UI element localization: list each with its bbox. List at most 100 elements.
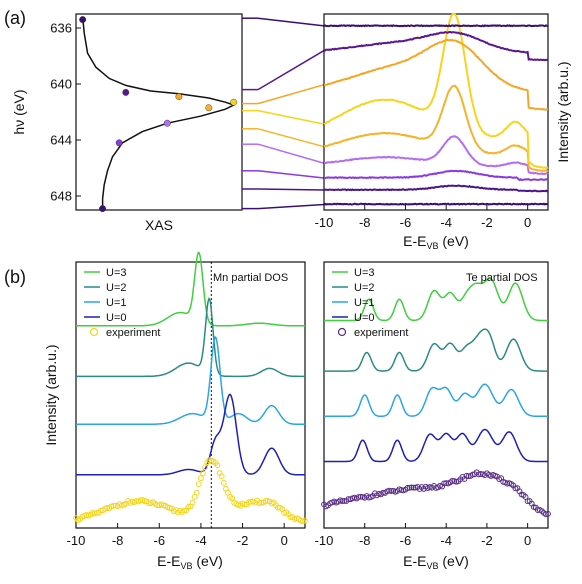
te-exp-point-41 xyxy=(404,484,411,491)
te-legend-marker-4 xyxy=(337,327,347,337)
resonant-panel: -10 -8 -6 -4 -2 0 E-EVB (eV) Intensity (arb.u… xyxy=(315,12,571,251)
mn-legend-label-3: U=0 xyxy=(106,312,127,324)
resonant-x-axis-title: E-EVB (eV) xyxy=(403,233,469,251)
res-xtick-label-5: 0 xyxy=(524,215,531,230)
mn-exp-point-45 xyxy=(166,505,173,511)
mn-exp-point-68 xyxy=(214,462,221,469)
mn-legend-label-1: U=2 xyxy=(106,282,127,294)
xas-marker-0 xyxy=(79,16,87,23)
te-x-axis-title: E-EVB (eV) xyxy=(403,553,469,571)
xas-marker-6 xyxy=(115,139,123,147)
panel-label-b: (b) xyxy=(4,267,26,287)
connector-line-3 xyxy=(257,143,325,164)
te-curve-1 xyxy=(324,328,548,372)
xas-y-ticks: 636 640 644 648 xyxy=(50,21,81,204)
mn-legend-marker-4 xyxy=(89,327,99,337)
te-legend: U=3 U=2 U=1 U=0 experiment xyxy=(332,267,408,339)
te-dos-panel: -10 -8 -6 -4 -2 0 U=3 U=2 U=1 U=0 experiment Te p… xyxy=(315,261,551,571)
mn-xlabel-unit: (eV) xyxy=(193,553,223,569)
te-curve-3 xyxy=(324,428,548,463)
connector-line-7 xyxy=(257,49,325,91)
te-exp-point-44 xyxy=(410,484,417,491)
resonant-xlabel-unit: (eV) xyxy=(439,233,469,249)
mn-exp-point-60 xyxy=(198,475,204,482)
resonant-spectrum-4 xyxy=(323,84,549,173)
mn-exp-point-56 xyxy=(189,499,196,506)
mn-exp-point-62 xyxy=(202,464,208,471)
xas-ytick-label-2: 644 xyxy=(50,133,72,148)
te-exp-point-63 xyxy=(449,477,456,484)
mn-legend-label-0: U=3 xyxy=(106,267,127,279)
res-xtick-label-3: -4 xyxy=(440,215,452,230)
resonant-spectrum-3 xyxy=(323,135,549,175)
xas-marker-4 xyxy=(205,104,213,112)
te-exp-point-100 xyxy=(524,498,531,505)
te-x-ticks: -10 -8 -6 -4 -2 0 xyxy=(315,523,531,548)
mn-xtick-label-1: -8 xyxy=(112,533,124,548)
res-xtick-label-4: -2 xyxy=(481,215,493,230)
te-xtick-label-2: -6 xyxy=(400,533,412,548)
mn-legend: U=3 U=2 U=1 U=0 experiment xyxy=(84,267,160,339)
resonant-x-ticks: -10 -8 -6 -4 -2 0 xyxy=(315,205,531,230)
connector-line-8 xyxy=(257,17,325,27)
connector-line-5 xyxy=(257,109,325,125)
te-xtick-label-5: 0 xyxy=(524,533,531,548)
te-frame xyxy=(323,261,549,529)
hv-connector-lines xyxy=(242,17,325,210)
mn-xtick-label-5: 0 xyxy=(281,533,288,548)
te-xlabel-unit: (eV) xyxy=(439,553,469,569)
te-curve-2 xyxy=(324,383,548,418)
te-legend-label-0: U=3 xyxy=(354,267,375,279)
mn-exp-point-31 xyxy=(137,497,144,504)
mn-exp-point-61 xyxy=(200,470,206,477)
mn-curve-2 xyxy=(76,335,305,426)
te-exp-point-17 xyxy=(355,494,362,500)
xas-marker-1 xyxy=(122,89,130,96)
te-exp-point-18 xyxy=(357,493,364,500)
xas-marker-3 xyxy=(230,98,238,106)
res-xtick-label-0: -10 xyxy=(315,215,334,230)
mn-exp-point-110 xyxy=(302,517,308,524)
xas-ytick-label-1: 640 xyxy=(50,77,72,92)
mn-dos-curves xyxy=(73,251,308,528)
xas-ytick-label-3: 648 xyxy=(50,189,72,204)
resonant-spectrum-7 xyxy=(323,31,549,62)
mn-exp-point-70 xyxy=(218,473,225,480)
mn-dos-panel: -10 -8 -6 -4 -2 0 U=3 U=2 U=1 U=0 experiment Mn p… xyxy=(43,251,308,571)
xas-curve-group xyxy=(79,16,238,213)
mn-exp-point-59 xyxy=(195,481,202,488)
mn-xtick-label-3: -4 xyxy=(195,533,207,548)
te-curve-0 xyxy=(324,277,548,322)
te-legend-label-4: experiment xyxy=(354,327,408,339)
resonant-frame xyxy=(323,13,549,211)
resonant-y-axis-title: Intensity (arb.u.) xyxy=(555,61,571,162)
te-exp-point-9 xyxy=(339,498,346,504)
xas-x-axis-title: XAS xyxy=(145,217,173,233)
mn-exp-point-39 xyxy=(154,502,161,509)
xas-ytick-label-0: 636 xyxy=(50,21,72,36)
connector-line-0 xyxy=(257,203,325,210)
te-exp-point-33 xyxy=(388,488,395,494)
te-xtick-label-4: -2 xyxy=(481,533,493,548)
resonant-spectrum-1 xyxy=(323,184,549,193)
mn-exp-point-10 xyxy=(93,510,100,516)
te-legend-label-2: U=1 xyxy=(354,297,375,309)
te-exp-point-43 xyxy=(408,484,415,491)
mn-x-ticks: -10 -8 -6 -4 -2 0 xyxy=(67,523,288,548)
mn-y-axis-title: Intensity (arb.u.) xyxy=(43,344,59,445)
mn-exp-point-75 xyxy=(229,495,236,502)
te-xtick-label-0: -10 xyxy=(315,533,334,548)
panel-label-a: (a) xyxy=(4,8,26,28)
mn-exp-point-58 xyxy=(193,489,200,496)
xas-panel: 636 640 644 648 hν (eV) XAS xyxy=(11,13,243,233)
mn-xtick-label-4: -2 xyxy=(237,533,249,548)
te-exp-point-12 xyxy=(345,496,352,502)
xas-frame xyxy=(75,13,243,211)
connector-line-1 xyxy=(257,188,325,191)
mn-exp-point-91 xyxy=(262,498,269,504)
mn-xtick-label-2: -6 xyxy=(153,533,165,548)
te-dos-curves xyxy=(321,277,551,518)
xas-line xyxy=(81,16,236,210)
res-xtick-label-2: -6 xyxy=(400,215,412,230)
